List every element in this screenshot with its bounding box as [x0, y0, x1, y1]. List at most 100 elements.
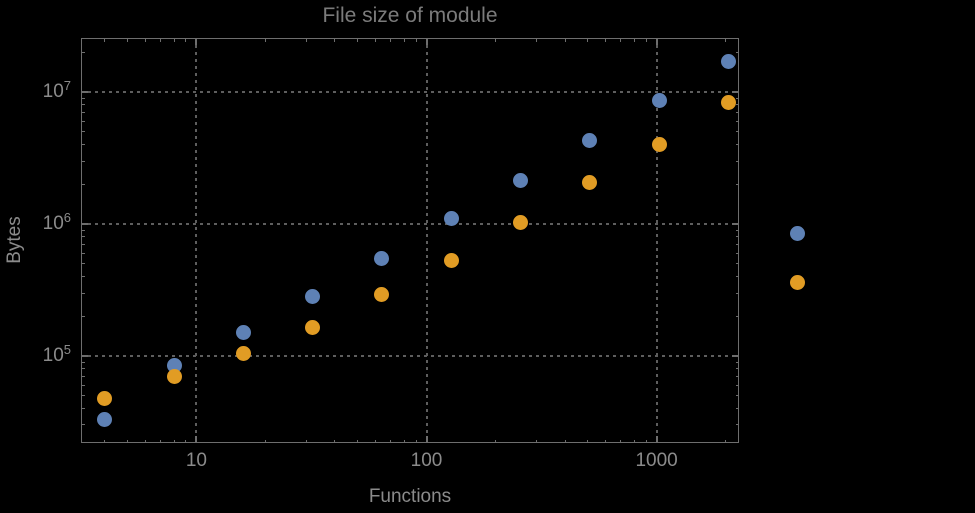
y-tick	[735, 263, 739, 265]
x-tick	[144, 38, 146, 42]
y-tick	[735, 384, 739, 386]
x-tick	[173, 38, 175, 42]
orange-series-point	[790, 275, 806, 291]
x-tick	[645, 439, 647, 443]
y-tick	[735, 276, 739, 278]
blue-series-point	[512, 172, 528, 188]
orange-series-point	[235, 345, 251, 361]
y-tick	[81, 91, 88, 94]
y-tick	[735, 183, 739, 185]
y-tick	[735, 368, 739, 370]
y-tick	[81, 236, 85, 238]
x-tick	[605, 38, 607, 42]
x-tick	[374, 38, 376, 42]
y-tick	[81, 243, 85, 245]
orange-series-point	[305, 319, 321, 335]
y-tick	[81, 131, 85, 133]
x-tick	[334, 38, 336, 42]
blue-series-point	[305, 289, 321, 305]
y-gridline	[81, 91, 739, 94]
x-tick	[586, 439, 588, 443]
x-tick	[415, 38, 417, 42]
y-tick	[735, 229, 739, 231]
x-tick	[620, 38, 622, 42]
x-tick	[126, 38, 128, 42]
x-tick	[535, 38, 537, 42]
y-tick	[81, 263, 85, 265]
x-tick	[305, 38, 307, 42]
y-tick	[81, 97, 85, 99]
x-tick	[425, 38, 428, 45]
x-tick-label: 10	[185, 450, 207, 471]
y-tick-mantissa: 10	[42, 344, 64, 366]
x-tick	[403, 439, 405, 443]
y-tick	[81, 292, 85, 294]
x-tick	[633, 38, 635, 42]
y-tick	[735, 112, 739, 114]
x-tick	[605, 439, 607, 443]
y-tick	[81, 112, 85, 114]
y-tick	[81, 144, 85, 146]
y-tick	[81, 120, 85, 122]
y-tick	[735, 395, 739, 397]
y-tick-mantissa: 10	[42, 213, 64, 235]
x-tick	[495, 38, 497, 42]
y-tick	[735, 315, 739, 317]
y-tick	[735, 243, 739, 245]
y-tick	[735, 160, 739, 162]
y-tick	[735, 424, 739, 426]
x-tick	[356, 38, 358, 42]
y-tick	[81, 229, 85, 231]
y-tick	[735, 236, 739, 238]
blue-series-point	[374, 250, 390, 266]
x-tick	[160, 38, 162, 42]
orange-series-point	[512, 215, 528, 231]
y-tick	[732, 91, 739, 94]
x-tick	[104, 439, 106, 443]
orange-series-point	[443, 252, 459, 268]
x-tick	[356, 439, 358, 443]
y-tick	[81, 183, 85, 185]
y-tick	[735, 97, 739, 99]
orange-series-point	[651, 137, 667, 153]
y-tick	[81, 252, 85, 254]
y-tick-label: 107	[43, 78, 71, 103]
y-tick	[735, 120, 739, 122]
x-tick	[495, 439, 497, 443]
orange-series-point	[166, 368, 182, 384]
blue-series-point	[235, 325, 251, 341]
x-tick	[144, 439, 146, 443]
y-tick	[735, 407, 739, 409]
x-tick	[126, 439, 128, 443]
y-tick-label: 106	[42, 210, 71, 235]
y-tick	[81, 354, 88, 357]
y-tick	[735, 144, 739, 146]
y-tick	[81, 160, 85, 162]
blue-series-point	[582, 132, 598, 148]
x-tick	[305, 439, 307, 443]
blue-series-point	[443, 211, 459, 227]
y-tick-exponent: 7	[63, 78, 71, 94]
x-tick	[655, 436, 658, 443]
x-tick	[564, 439, 566, 443]
y-tick	[735, 375, 739, 377]
x-tick	[633, 439, 635, 443]
y-tick-label: 105	[42, 342, 71, 367]
x-gridline	[425, 38, 428, 443]
x-tick	[185, 38, 187, 42]
x-tick	[265, 38, 267, 42]
x-tick	[195, 38, 198, 45]
orange-series-point	[97, 390, 113, 406]
x-tick	[645, 38, 647, 42]
y-tick	[81, 315, 85, 317]
y-tick	[735, 104, 739, 106]
x-tick	[104, 38, 106, 42]
x-tick	[620, 439, 622, 443]
y-tick	[81, 384, 85, 386]
x-tick	[725, 439, 727, 443]
x-tick	[535, 439, 537, 443]
x-tick	[725, 38, 727, 42]
x-gridline	[655, 38, 658, 443]
